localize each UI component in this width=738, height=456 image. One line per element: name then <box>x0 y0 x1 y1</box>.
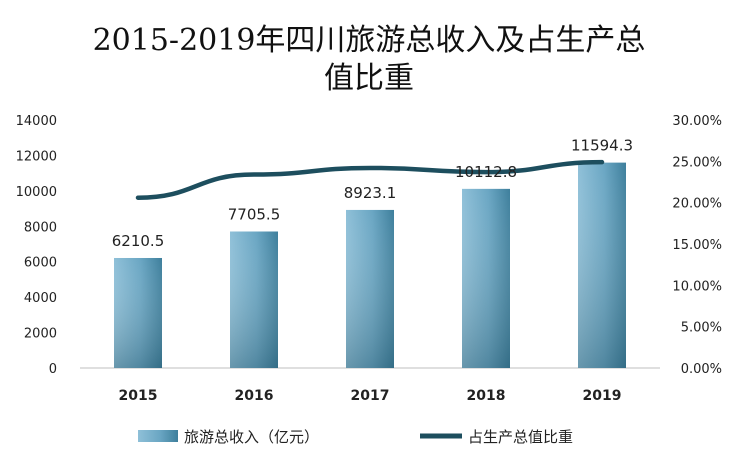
x-tick-label: 2017 <box>351 388 390 404</box>
y-left-tick-label: 6000 <box>24 256 57 271</box>
y-right-tick-label: 30.00% <box>672 114 722 129</box>
series-line <box>135 159 605 200</box>
y-left-tick-label: 2000 <box>24 327 57 342</box>
y-right-tick-label: 20.00% <box>672 197 722 212</box>
x-tick-label: 2016 <box>235 388 274 404</box>
y-left-tick-label: 4000 <box>24 291 57 306</box>
x-tick-label: 2018 <box>467 388 506 404</box>
bar-data-label: 8923.1 <box>344 184 397 202</box>
bar-data-label: 11594.3 <box>571 137 633 155</box>
y-left-tick-label: 12000 <box>16 149 57 164</box>
bar-data-label: 10112.8 <box>455 163 517 181</box>
y-right-tick-label: 5.00% <box>681 321 722 336</box>
x-tick-label: 2019 <box>583 388 622 404</box>
bar-data-label: 6210.5 <box>112 232 165 250</box>
y-right-tick-label: 10.00% <box>672 279 722 294</box>
y-left-tick-label: 0 <box>49 362 57 377</box>
bar-shade <box>346 209 394 368</box>
y-left-tick-label: 10000 <box>16 185 57 200</box>
bar-shade <box>578 162 626 368</box>
y-right-tick-label: 25.00% <box>672 155 722 170</box>
legend-label-line: 占生产总值比重 <box>468 428 573 446</box>
y-left-tick-label: 8000 <box>24 220 57 235</box>
bar-shade <box>462 188 510 368</box>
plot-area: 0 2000 4000 6000 8000 10000 12000 14000 0.00% 5.0… <box>16 114 722 404</box>
chart-title-line-2: 值比重 <box>324 61 414 96</box>
bar-shade <box>230 231 278 368</box>
chart-title-line-1: 2015-2019年四川旅游总收入及占生产总 <box>93 23 646 58</box>
y-left-tick-label: 14000 <box>16 114 57 129</box>
legend-swatch-bar <box>138 430 178 442</box>
x-tick-label: 2015 <box>119 388 158 404</box>
bar-data-label: 7705.5 <box>228 206 281 224</box>
bar-shade <box>114 257 162 368</box>
y-right-tick-label: 15.00% <box>672 238 722 253</box>
y-right-tick-label: 0.00% <box>681 362 722 377</box>
legend: 旅游总收入（亿元） 占生产总值比重 <box>138 428 573 446</box>
legend-label-bar: 旅游总收入（亿元） <box>184 428 319 446</box>
